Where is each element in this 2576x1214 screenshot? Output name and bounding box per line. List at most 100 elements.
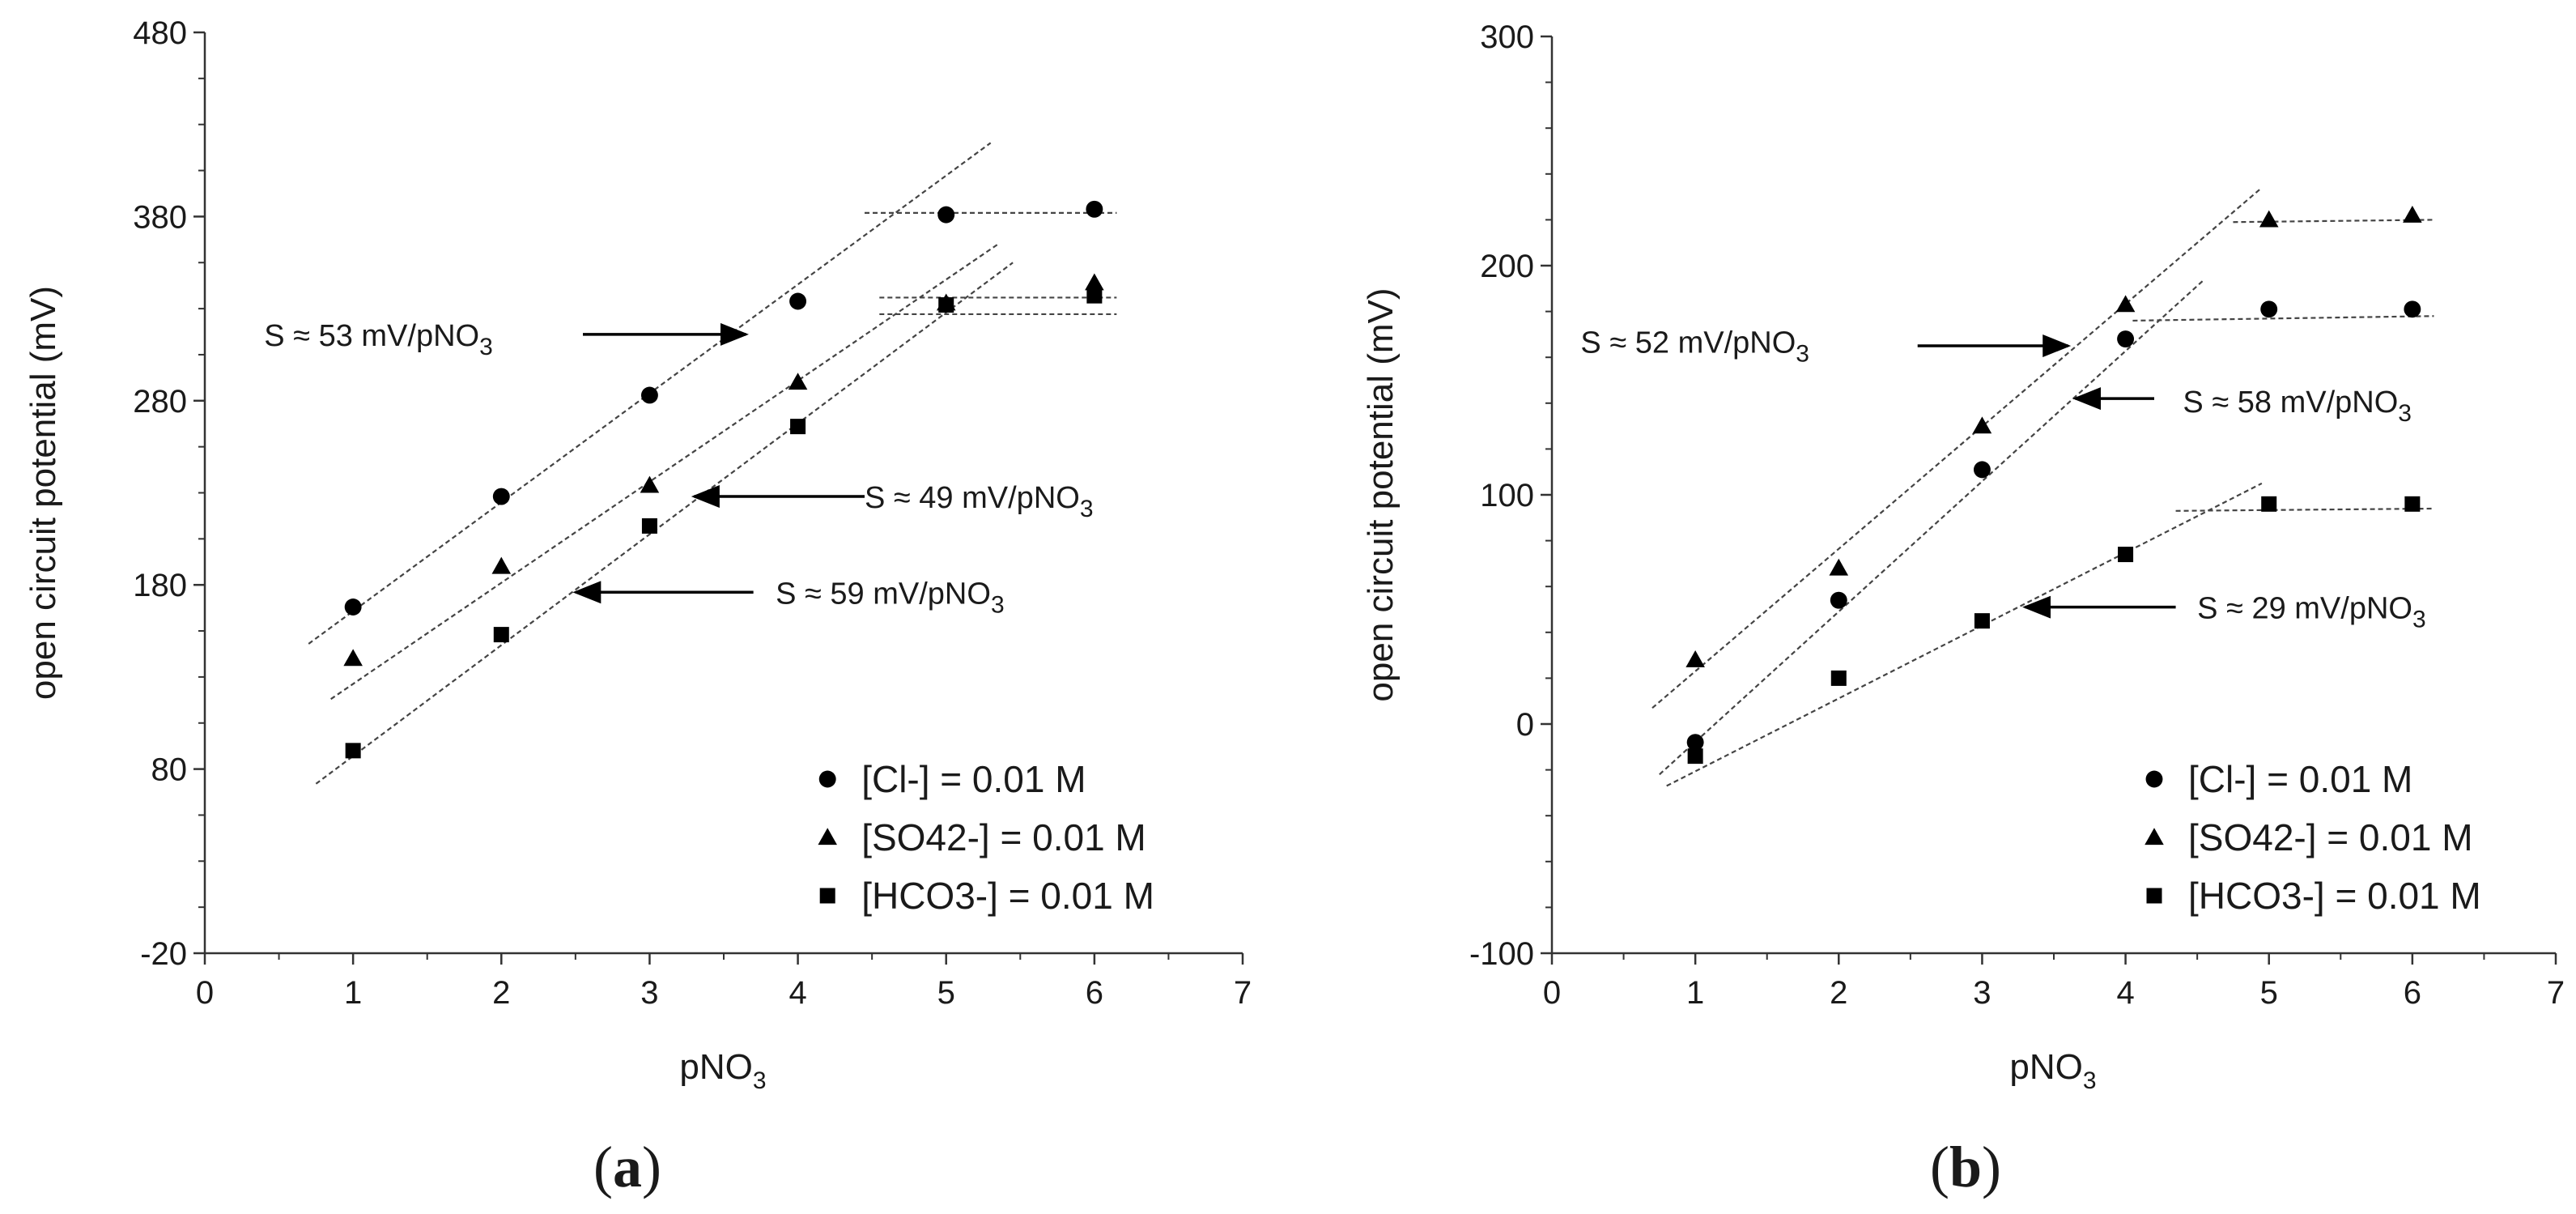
slope-annotation: S ≈ 53 mV/pNO3 (264, 319, 493, 360)
data-point-triangle (1829, 558, 1849, 576)
x-tick-label: 5 (937, 975, 955, 1011)
data-point-square (1830, 670, 1847, 686)
y-tick-label: 0 (1516, 707, 1534, 743)
x-axis-label-text: pNO (679, 1047, 752, 1087)
panel-label-open: ( (1930, 1135, 1949, 1199)
slope-annotation: S ≈ 49 mV/pNO3 (865, 481, 1094, 522)
data-point-square (641, 518, 657, 534)
fit-line (2175, 507, 2434, 512)
x-axis-label: pNO3 (679, 1047, 766, 1094)
data-point-square (2118, 547, 2134, 563)
slope-annotation-subscript: 3 (1796, 340, 1809, 367)
data-point-triangle (1685, 650, 1705, 667)
fit-line (1666, 482, 2263, 787)
data-point-circle (1086, 200, 1103, 218)
data-point-square (2261, 496, 2277, 512)
y-tick-label: 380 (133, 199, 187, 235)
slope-annotation-text: S ≈ 49 mV/pNO (865, 481, 1080, 515)
legend-label: [SO42-] = 0.01 M (2188, 816, 2473, 858)
slope-annotation: S ≈ 52 mV/pNO3 (1580, 326, 1809, 367)
x-tick-label: 0 (1543, 975, 1561, 1011)
slope-annotation-text: S ≈ 59 mV/pNO (776, 577, 991, 611)
data-point-circle (344, 598, 362, 616)
panel-label-open: ( (593, 1135, 613, 1199)
y-axis-label: open circuit potential (mV) (1361, 288, 1401, 701)
data-point-square (2404, 496, 2421, 512)
x-tick-label: 6 (2404, 975, 2421, 1011)
slope-annotation-text: S ≈ 58 mV/pNO (2183, 385, 2398, 420)
y-tick-label: 180 (133, 568, 187, 603)
data-point-circle (2260, 300, 2278, 318)
y-tick-label: -20 (140, 936, 187, 972)
x-axis-label-subscript: 3 (2083, 1067, 2097, 1094)
legend-label: [HCO3-] = 0.01 M (861, 875, 1154, 917)
data-point-square (1974, 613, 1990, 629)
slope-annotation-text: S ≈ 52 mV/pNO (1580, 326, 1796, 360)
slope-annotation-subscript: 3 (2412, 607, 2426, 633)
y-tick-label: -100 (1469, 936, 1534, 972)
data-point-circle (640, 386, 658, 404)
x-tick-label: 7 (1234, 975, 1252, 1011)
data-point-triangle (640, 475, 660, 493)
data-point-triangle (343, 649, 363, 667)
slope-annotation: S ≈ 58 mV/pNO3 (2183, 385, 2412, 427)
data-point-triangle (2115, 295, 2136, 313)
data-point-circle (1830, 591, 1847, 609)
x-tick-label: 4 (789, 975, 806, 1011)
x-tick-label: 7 (2547, 975, 2565, 1011)
fit-line (1651, 186, 2263, 709)
x-tick-label: 4 (2116, 975, 2134, 1011)
slope-annotation: S ≈ 59 mV/pNO3 (776, 577, 1005, 618)
data-point-triangle (2403, 205, 2422, 223)
x-tick-label: 3 (1973, 975, 1991, 1011)
y-tick-label: 300 (1480, 19, 1534, 55)
data-point-triangle (491, 556, 512, 574)
data-point-square (1687, 748, 1703, 765)
x-tick-label: 1 (1686, 975, 1704, 1011)
x-axis-label: pNO3 (2009, 1047, 2096, 1094)
x-axis-label-text: pNO (2009, 1047, 2082, 1087)
x-tick-label: 2 (492, 975, 510, 1011)
legend-marker-square (2146, 888, 2162, 904)
data-point-circle (2404, 300, 2421, 318)
data-point-circle (2117, 330, 2135, 348)
data-point-circle (1686, 734, 1704, 752)
slope-annotation: S ≈ 29 mV/pNO3 (2197, 592, 2426, 633)
x-tick-label: 6 (1086, 975, 1103, 1011)
fit-line (1659, 279, 2205, 776)
x-tick-label: 2 (1830, 975, 1847, 1011)
data-point-square (1086, 288, 1103, 304)
data-point-square (938, 297, 954, 313)
panel-label-close: ) (642, 1135, 661, 1199)
legend-marker-square (819, 888, 835, 904)
legend-label: [Cl-] = 0.01 M (2188, 758, 2412, 800)
data-point-circle (1973, 461, 1991, 479)
panel-label-letter: b (1949, 1135, 1982, 1199)
y-tick-label: 480 (133, 15, 187, 51)
panel-label: (b) (1930, 1135, 2001, 1199)
data-point-circle (492, 488, 510, 505)
legend-marker-triangle (818, 828, 837, 846)
fit-line (2132, 315, 2434, 322)
data-point-square (790, 419, 806, 435)
legend-label: [Cl-] = 0.01 M (861, 758, 1086, 800)
slope-annotation-subscript: 3 (2398, 400, 2412, 427)
data-point-triangle (788, 373, 808, 390)
slope-annotation-subscript: 3 (991, 591, 1005, 618)
data-point-square (345, 743, 361, 759)
data-point-triangle (1972, 416, 1992, 434)
legend-label: [SO42-] = 0.01 M (861, 816, 1146, 858)
x-tick-label: 3 (640, 975, 658, 1011)
legend-marker-circle (2145, 770, 2163, 788)
data-point-circle (937, 206, 955, 224)
panel-label-letter: a (613, 1135, 642, 1199)
y-axis-label: open circuit potential (mV) (23, 286, 63, 700)
panel-label: (a) (593, 1135, 661, 1199)
x-tick-label: 5 (2260, 975, 2278, 1011)
panel-label-close: ) (1982, 1135, 2001, 1199)
data-point-square (493, 627, 509, 643)
legend-marker-circle (818, 770, 836, 788)
legend-label: [HCO3-] = 0.01 M (2188, 875, 2481, 917)
x-tick-label: 1 (344, 975, 362, 1011)
